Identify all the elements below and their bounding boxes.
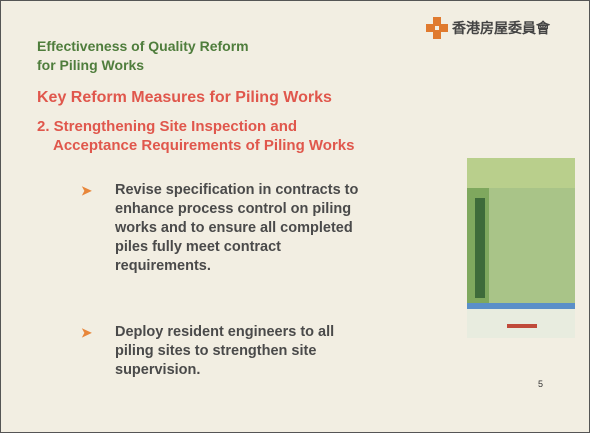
bullet-line: Deploy resident engineers to all [115,323,334,342]
heading: Key Reform Measures for Piling Works [37,89,332,107]
bullet-line: requirements. [115,257,358,276]
bullet-line: piles fully meet contract [115,238,358,257]
subheading-line: Acceptance Requirements of Piling Works [37,136,354,155]
bullet-line: works and to ensure all completed [115,219,358,238]
subheading: 2. Strengthening Site Inspection and Acc… [37,117,354,155]
bullet-line: supervision. [115,361,334,380]
subheading-line: 2. Strengthening Site Inspection and [37,117,354,136]
title-line: for Piling Works [37,56,249,75]
bullet-line: enhance process control on piling [115,200,358,219]
title-line: Effectiveness of Quality Reform [37,37,249,56]
slide: Effectiveness of Quality Reform for Pili… [0,0,590,433]
bullet-line: Revise specification in contracts to [115,181,358,200]
logo-text: 香港房屋委員會 [452,18,550,38]
logo-icon [426,17,448,39]
page-number: 5 [538,379,543,389]
bullet-line: piling sites to strengthen site [115,342,334,361]
logo: 香港房屋委員會 [426,17,550,39]
book-cover [467,158,577,338]
slide-title: Effectiveness of Quality Reform for Pili… [37,37,249,75]
